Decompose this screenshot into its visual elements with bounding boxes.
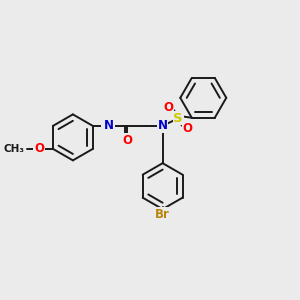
Text: Br: Br bbox=[155, 208, 170, 221]
Text: H: H bbox=[101, 118, 109, 129]
Text: CH₃: CH₃ bbox=[3, 144, 24, 154]
Text: S: S bbox=[173, 112, 183, 124]
Text: O: O bbox=[122, 134, 132, 147]
Text: O: O bbox=[183, 122, 193, 135]
Text: N: N bbox=[158, 119, 168, 132]
Text: O: O bbox=[163, 101, 173, 114]
Text: O: O bbox=[34, 142, 44, 155]
Text: N: N bbox=[104, 119, 114, 132]
